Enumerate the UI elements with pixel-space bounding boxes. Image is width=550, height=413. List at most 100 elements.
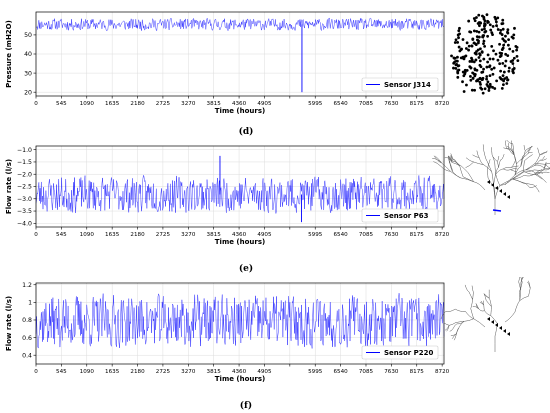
pipe-arrow [495,323,498,327]
network-node [511,62,515,65]
pipe-segment [443,322,450,326]
network-node [486,53,490,57]
network-node [461,80,464,84]
network-node [482,57,486,61]
y-tick-label: −1.5 [17,159,32,166]
network-node [498,51,502,55]
pipe-arrow [487,317,490,321]
network-node [515,55,519,58]
network-node [504,34,507,38]
pipe-segment [470,299,473,309]
pipe-arrow [491,183,494,187]
network-node [505,82,509,85]
pipe-segment [523,169,535,173]
pipe-segment [494,185,501,200]
pipe-segment [468,291,473,300]
network-node [491,24,495,28]
network-node [452,66,455,70]
pipe-segment [533,184,540,193]
network-node [455,62,459,66]
series-line-sensor-j314 [35,17,445,32]
network-node [459,48,463,52]
x-tick-label: 545 [56,369,67,375]
x-tick-label: 7630 [384,232,399,238]
network-node [490,31,494,35]
x-tick-label: 4905 [257,101,272,107]
y-axis-label: Pressure (mH2O) [5,20,13,88]
pipe-segment [525,163,535,171]
network-node [465,41,469,45]
network-node [476,22,480,25]
network-node [507,66,511,70]
network-node [457,45,461,49]
pipe-segment [483,293,490,299]
network-node [507,69,511,73]
y-axis-label: Flow rate (l/s) [5,296,13,351]
pressure-chart-panel: 0 545 1090 1635 2180 2725 3270 3815 4360 4905 5995… [0,0,550,130]
pipe-arrow [491,320,494,324]
x-tick-label: 4905 [257,369,272,375]
x-tick-label: 2180 [130,369,145,375]
network-node [504,52,508,56]
pipe-segment [475,303,479,309]
pipe-segment [460,177,474,182]
network-node [487,86,491,90]
pipe-segment [485,300,492,307]
x-tick-label: 3270 [181,369,196,375]
network-node [499,54,503,57]
flow-p220-chart: 0 545 1090 1635 2180 2725 3270 3815 4360 4905 5995… [5,274,531,383]
x-tick-label: 5995 [308,101,323,107]
network-node [454,67,458,70]
flow-p63-chart-panel: 0 545 1090 1635 2180 2725 3270 3815 4360 4905 5995… [0,139,550,255]
network-node [507,38,510,42]
network-node [458,26,461,30]
y-axis-label: Flow rate (l/s) [5,159,13,214]
pipe-segment [506,139,513,144]
y-tick-label: 1 [28,300,32,307]
network-node [499,69,503,73]
network-node [482,67,485,71]
pipe-segment [523,145,526,151]
plot-frame [35,282,445,365]
network-node [494,52,498,56]
y-tick-label: −3.5 [17,208,32,215]
network-node [475,16,478,19]
network-node [483,45,487,48]
network-node [512,56,516,60]
pipe-segment [433,155,442,164]
pipe-segment [455,327,459,335]
network-node [495,24,498,28]
pipe-segment [440,166,451,172]
network-node [505,76,509,79]
network-node [454,38,458,42]
pipe-segment [534,169,543,175]
x-tick-label: 3815 [207,101,222,107]
pipe-segment [543,167,550,169]
pipe-segment [519,289,522,301]
network-node [467,48,470,52]
x-tick-label: 4360 [232,369,247,375]
network-node [488,74,492,78]
pipe-segment [514,169,526,176]
network-node [494,20,498,24]
pipe-segment [441,162,451,172]
network-node [467,19,471,23]
network-node [477,41,480,45]
pipe-segment [537,147,540,156]
pipe-segment [500,154,505,161]
network-node [493,87,497,90]
network-node [461,38,465,41]
network-node [472,60,476,64]
network-node [515,45,519,49]
network-node [483,87,487,91]
pipe-segment [478,157,484,165]
pipe-segment [488,298,492,307]
network-node [506,28,510,32]
pipe-segment [522,150,529,157]
caption-f: (f) [239,401,253,411]
pipe-segment [446,325,450,332]
x-tick-label: 0 [34,232,38,238]
pipe-segment [524,173,535,177]
x-axis-label: Time (hours) [215,107,265,115]
pipe-arrow [503,329,506,333]
